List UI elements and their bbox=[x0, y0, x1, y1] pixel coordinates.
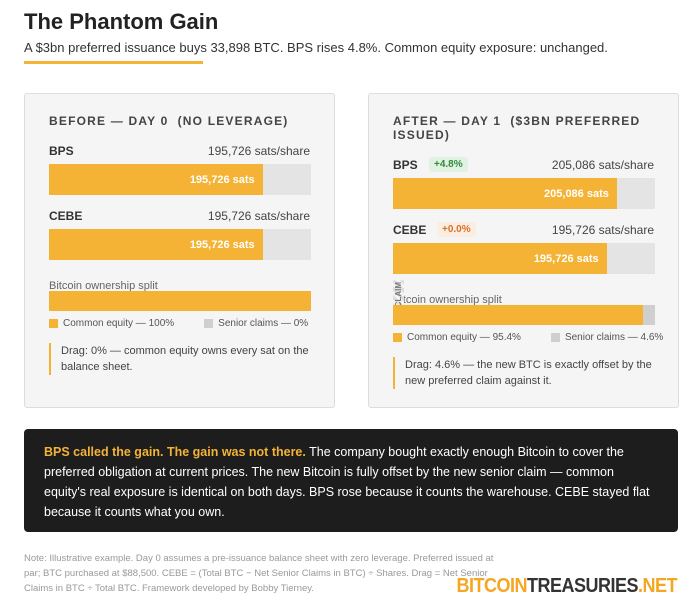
metric-value: 195,726 sats/share bbox=[207, 144, 310, 158]
footnote: Note: Illustrative example. Day 0 assume… bbox=[24, 553, 494, 594]
legend-text: Common equity — 100% bbox=[63, 318, 175, 329]
split-track bbox=[49, 291, 311, 311]
metric-label: CEBE bbox=[393, 223, 427, 237]
bar-label: 195,726 sats bbox=[189, 238, 255, 251]
subtitle: A $3bn preferred issuance buys 33,898 BT… bbox=[24, 40, 608, 55]
split-track bbox=[393, 305, 655, 325]
bar-label: 195,726 sats bbox=[189, 173, 255, 186]
legend-swatch bbox=[393, 333, 402, 342]
split-label: Bitcoin ownership split bbox=[49, 280, 158, 292]
logo-part: TREASURIES bbox=[526, 573, 639, 597]
legend-text: Senior claims — 4.6% bbox=[564, 332, 664, 343]
underline bbox=[24, 61, 203, 64]
callout: BPS called the gain. The gain was not th… bbox=[24, 429, 678, 532]
metric-value: 205,086 sats/share bbox=[551, 158, 654, 172]
legend-swatch bbox=[204, 319, 214, 328]
callout-body: The company bought exactly enough Bitcoi… bbox=[44, 445, 650, 519]
bar-track: 195,726 sats bbox=[49, 229, 311, 260]
split-common bbox=[49, 291, 311, 311]
callout-lead: BPS called the gain. The gain was not th… bbox=[44, 445, 306, 459]
panel-heading: BEFORE — DAY 0 (NO LEVERAGE) bbox=[49, 114, 289, 128]
drag-note: Drag: 0% — common equity owns every sat … bbox=[49, 343, 311, 375]
logo: BITCOINTREASURIES.NET bbox=[456, 573, 677, 597]
metric-value: 195,726 sats/share bbox=[207, 209, 310, 223]
bar: 195,726 sats bbox=[49, 164, 263, 195]
legend: Common equity — 100% Senior claims — 0% bbox=[49, 318, 308, 329]
legend-text: Common equity — 95.4% bbox=[407, 332, 521, 343]
legend: Common equity — 95.4% Senior claims — 4.6… bbox=[393, 332, 663, 343]
bar-track: 205,086 sats bbox=[393, 178, 655, 209]
split-senior bbox=[642, 305, 655, 325]
bar: 195,726 sats bbox=[393, 243, 607, 274]
metric-badge: +4.8% bbox=[429, 157, 468, 172]
bar-track: 195,726 sats bbox=[49, 164, 311, 195]
logo-part: .NET bbox=[637, 573, 678, 597]
split-label: Bitcoin ownership split bbox=[393, 294, 502, 306]
legend-swatch bbox=[49, 319, 58, 328]
logo-part: BITCOIN bbox=[456, 573, 527, 597]
split-common bbox=[393, 305, 643, 325]
metric-badge: +0.0% bbox=[437, 222, 476, 237]
panel-heading: AFTER — DAY 1 ($3BN PREFERRED ISSUED) bbox=[393, 114, 645, 142]
bar-label: 205,086 sats bbox=[544, 187, 609, 200]
metric-label: BPS bbox=[49, 144, 74, 158]
bar-label: 195,726 sats bbox=[533, 252, 599, 265]
legend-text: Senior claims — 0% bbox=[218, 318, 309, 329]
metric-value: 195,726 sats/share bbox=[551, 223, 654, 237]
drag-note: Drag: 4.6% — the new BTC is exactly offs… bbox=[393, 357, 655, 389]
bar-track: 195,726 sats bbox=[393, 243, 655, 274]
metric-label: CEBE bbox=[49, 209, 83, 223]
legend-swatch bbox=[550, 333, 560, 342]
bar: 205,086 sats bbox=[393, 178, 617, 209]
panel: AFTER — DAY 1 ($3BN PREFERRED ISSUED) BPS… bbox=[368, 93, 679, 408]
metric-label: BPS bbox=[393, 158, 418, 172]
title: The Phantom Gain bbox=[24, 9, 219, 34]
bar: 195,726 sats bbox=[49, 229, 263, 260]
panel: BEFORE — DAY 0 (NO LEVERAGE) BPS 195,726 s… bbox=[24, 93, 335, 408]
